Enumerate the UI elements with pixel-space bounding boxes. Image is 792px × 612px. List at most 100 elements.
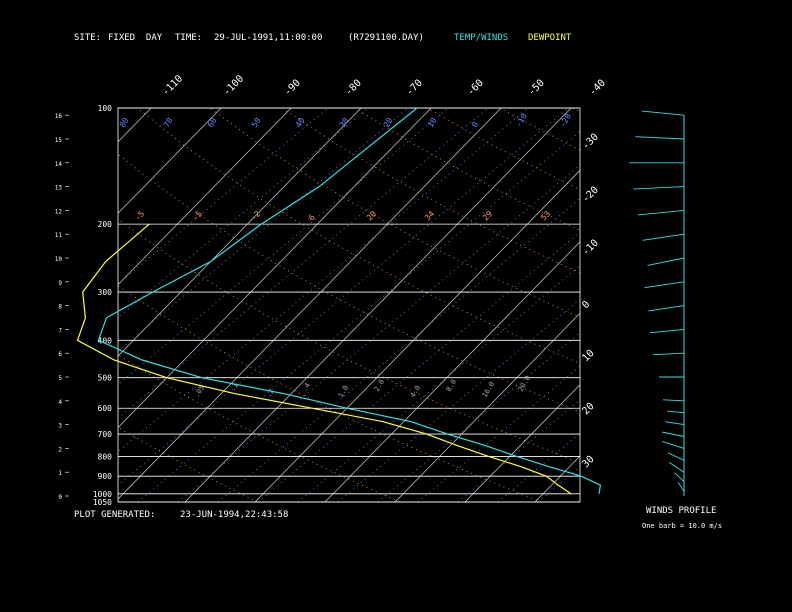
- right-temperature-label: 30: [580, 454, 596, 470]
- isotherm-value-label: -20: [558, 112, 573, 129]
- adiabat-value-label: 29: [481, 209, 494, 222]
- right-temperature-label: 20: [580, 401, 596, 417]
- pressure-tick-label: 1000: [93, 490, 112, 499]
- dry-adiabat: [118, 218, 580, 464]
- plot-frame: [117, 107, 581, 503]
- adiabat-value-label: 53: [539, 209, 552, 222]
- wind-barb: [668, 462, 685, 473]
- mixing-ratio-label: .2: [265, 388, 276, 399]
- wind-barb: [662, 399, 685, 402]
- isotherm-value-label: 80: [118, 116, 131, 129]
- wind-barb: [674, 472, 685, 483]
- isotherm-value-label: 40: [294, 116, 307, 129]
- height-tick-label: 3: [58, 423, 62, 430]
- plot-generated-value: 23-JUN-1994,22:43:58: [180, 510, 289, 520]
- height-tick-label: 15: [55, 137, 63, 144]
- top-temperature-label: -60: [465, 78, 486, 99]
- pressure-tick-label: 900: [98, 472, 113, 481]
- adiabat-value-label: -5: [191, 209, 204, 222]
- top-temperature-label: -70: [404, 78, 425, 99]
- isotherm-line: [118, 108, 292, 286]
- adiabat-value-label: -5: [133, 209, 146, 222]
- isotherm-line: [675, 108, 792, 502]
- right-temperature-label: -30: [580, 132, 601, 153]
- isotherm-value-label: 60: [206, 116, 219, 129]
- mixing-ratio-line: [177, 164, 580, 502]
- isotherm-line: [534, 455, 580, 502]
- isotherm-value-label: 50: [250, 116, 263, 129]
- mixing-ratio-label: .1: [229, 382, 240, 393]
- isotherm-line: [324, 241, 580, 502]
- dry-adiabat: [571, 108, 580, 113]
- dewpoint-trace: [76, 223, 572, 495]
- height-tick-label: 16: [55, 113, 63, 120]
- mixing-ratio-label: 1.0: [337, 384, 350, 399]
- file-name: (R7291100.DAY): [348, 33, 424, 43]
- mixing-ratio-line: [577, 499, 580, 502]
- dry-adiabat: [118, 426, 258, 502]
- wind-barb: [662, 441, 685, 449]
- top-temperature-label: -80: [343, 78, 364, 99]
- adiabat-value-label: 6: [307, 213, 317, 223]
- pressure-tick-label: 300: [98, 288, 113, 297]
- isotherm-line: [745, 108, 792, 502]
- wind-barb: [665, 421, 685, 426]
- mixing-ratio-line: [118, 108, 329, 285]
- mixing-ratio-line: [658, 108, 792, 502]
- height-tick-label: 11: [55, 232, 63, 239]
- mixing-ratio-line: [118, 108, 489, 419]
- adiabat-value-label: 20: [365, 209, 378, 222]
- isotherm-value-label: -10: [514, 112, 529, 129]
- isotherm-line: [605, 108, 792, 502]
- site-label: SITE:: [74, 33, 102, 43]
- isotherm-value-label: 0: [470, 120, 480, 129]
- height-tick-label: 13: [55, 185, 63, 192]
- dry-adiabat: [118, 285, 542, 502]
- isotherm-line: [184, 108, 572, 502]
- dry-adiabat: [499, 108, 580, 151]
- right-temperature-label: -10: [580, 238, 601, 259]
- right-temperature-label: 0: [580, 299, 592, 311]
- height-tick-label: 14: [55, 161, 63, 168]
- height-tick-label: 4: [58, 399, 62, 406]
- dewpoint-legend: DEWPOINT: [528, 33, 572, 43]
- height-tick-label: 6: [58, 351, 62, 358]
- winds-profile-note: One barb = 10.0 m/s: [642, 522, 723, 530]
- adiabat-value-label: 34: [423, 209, 436, 222]
- isotherm-line: [0, 108, 81, 502]
- right-temperature-label: -20: [580, 185, 601, 206]
- isotherm-line: [118, 108, 222, 214]
- plot-area: [0, 108, 792, 502]
- isotherm-line: [118, 108, 432, 429]
- pressure-tick-label: 600: [98, 404, 113, 413]
- temperature-trace: [97, 107, 602, 494]
- height-tick-label: 8: [58, 304, 62, 311]
- dry-adiabat: [354, 108, 580, 231]
- dry-adiabat: [118, 153, 580, 413]
- isotherm-value-label: 70: [162, 116, 175, 129]
- dry-adiabat: [209, 108, 580, 318]
- wind-barb: [637, 209, 685, 216]
- height-tick-label: 9: [58, 280, 62, 287]
- mixing-ratio-line: [497, 432, 580, 502]
- height-tick-label: 12: [55, 208, 63, 215]
- pressure-tick-label: 100: [98, 104, 113, 113]
- pressure-tick-label: 1050: [93, 498, 112, 507]
- top-temperature-label: -100: [221, 73, 246, 98]
- wind-barb: [642, 233, 685, 241]
- isotherm-line: [118, 108, 502, 500]
- mixing-ratio-label: 16.0: [481, 380, 496, 399]
- mixing-ratio-line: [618, 108, 792, 502]
- mixing-ratio-label: 8.0: [445, 378, 458, 393]
- wind-barb: [677, 482, 685, 492]
- mixing-ratio-line: [118, 108, 449, 386]
- wind-barb: [667, 452, 685, 461]
- time-value: 29-JUL-1991,11:00:00: [214, 33, 323, 43]
- isotherm-line: [0, 108, 11, 502]
- mixing-ratio-line: [698, 108, 792, 502]
- isotherm-line: [118, 108, 362, 357]
- wind-barb: [635, 136, 685, 140]
- pressure-tick-label: 500: [98, 374, 113, 383]
- mixing-ratio-line: [457, 399, 580, 502]
